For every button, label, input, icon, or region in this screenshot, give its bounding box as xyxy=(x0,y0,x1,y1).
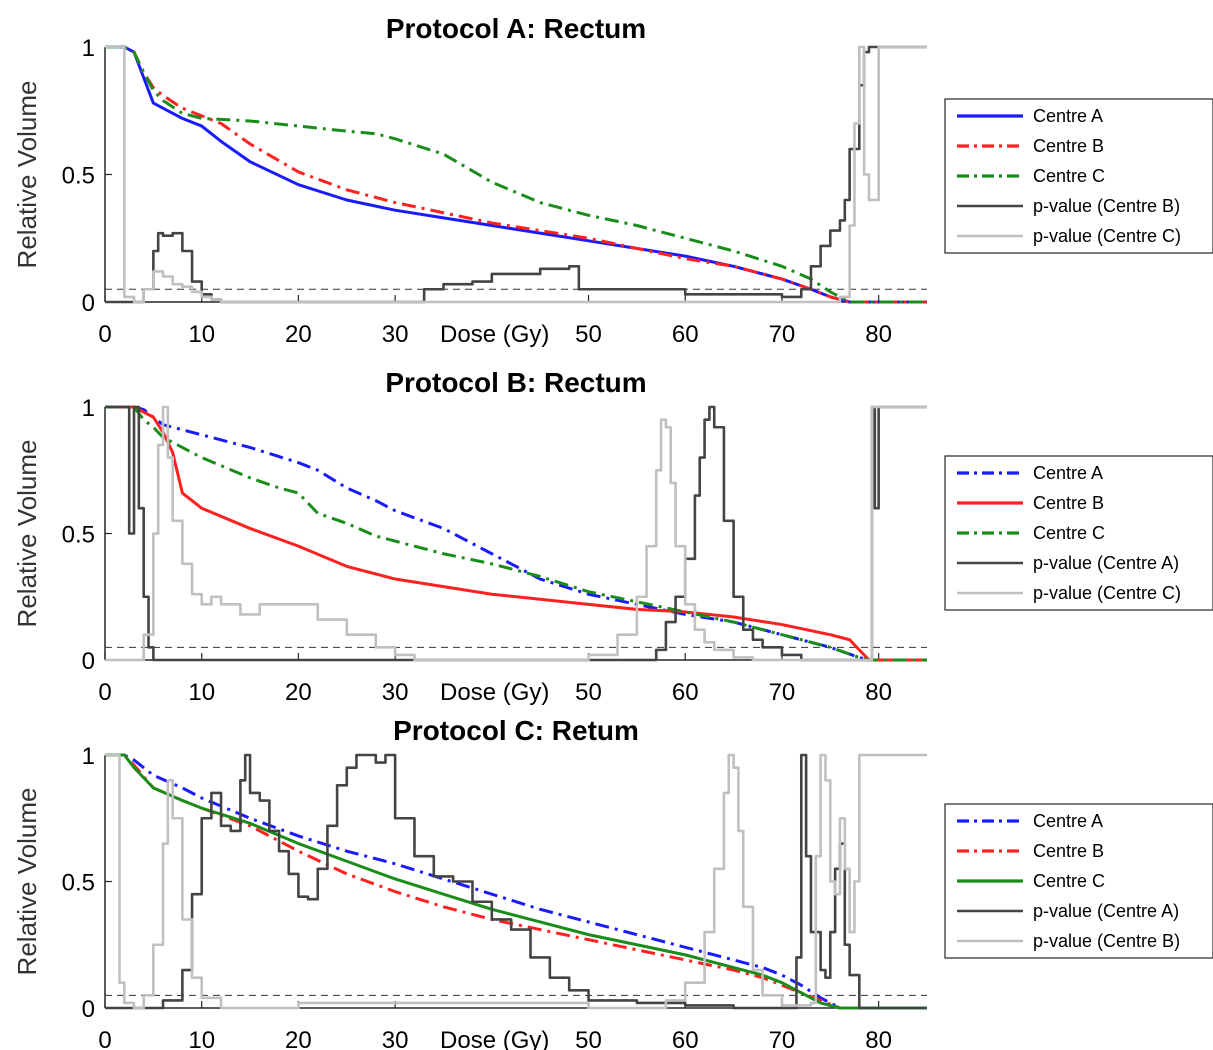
x-tick-label: 80 xyxy=(865,679,892,706)
y-tick-label: 1 xyxy=(82,395,95,422)
series-line-4 xyxy=(105,753,927,1010)
y-axis-label: Relative Volume xyxy=(12,440,42,628)
legend-label: p-value (Centre B) xyxy=(1033,931,1180,951)
x-tick-label: 30 xyxy=(382,679,409,706)
x-tick-label: 50 xyxy=(575,321,602,348)
x-tick-label: 70 xyxy=(769,321,796,348)
x-tick-label: 30 xyxy=(382,1027,409,1050)
x-tick-label: 70 xyxy=(769,679,796,706)
y-tick-label: 0.5 xyxy=(62,163,95,190)
series-line-3 xyxy=(105,753,927,1010)
series-line-2 xyxy=(105,405,927,662)
y-tick-label: 1 xyxy=(82,743,95,770)
x-axis-label: Dose (Gy) xyxy=(440,1027,549,1050)
x-tick-label: 20 xyxy=(285,679,312,706)
legend: Centre A Centre B Centre C p-value (Centre … xyxy=(944,98,1213,254)
legend: Centre A Centre B Centre C p-value (Centre … xyxy=(944,803,1213,959)
chart-title: Protocol A: Rectum xyxy=(386,13,646,44)
x-tick-label: 0 xyxy=(98,679,111,706)
x-tick-label: 0 xyxy=(98,1027,111,1050)
series-line-2 xyxy=(105,45,927,304)
y-tick-label: 0.5 xyxy=(62,522,95,549)
legend-label: p-value (Centre B) xyxy=(1033,196,1180,216)
x-tick-label: 10 xyxy=(188,321,215,348)
x-tick-label: 20 xyxy=(285,321,312,348)
series-line-1 xyxy=(105,405,927,662)
y-axis-label: Relative Volume xyxy=(12,81,42,269)
x-axis-label: Dose (Gy) xyxy=(440,321,549,348)
y-tick-label: 1 xyxy=(82,35,95,62)
x-tick-label: 10 xyxy=(188,1027,215,1050)
y-tick-label: 0.5 xyxy=(62,870,95,897)
series-line-3 xyxy=(105,45,927,304)
series-line-5 xyxy=(105,405,927,662)
x-tick-label: 60 xyxy=(672,1027,699,1050)
series-line-4 xyxy=(105,405,927,662)
x-tick-label: 0 xyxy=(98,321,111,348)
series-line-2 xyxy=(105,753,927,1010)
x-tick-label: 70 xyxy=(769,1027,796,1050)
legend-label: Centre B xyxy=(1033,493,1104,513)
series-line-3 xyxy=(105,405,927,662)
legend-label: p-value (Centre C) xyxy=(1033,226,1181,246)
x-tick-label: 80 xyxy=(865,321,892,348)
x-tick-label: 10 xyxy=(188,679,215,706)
chart-title: Protocol B: Rectum xyxy=(385,367,646,398)
x-tick-label: 30 xyxy=(382,321,409,348)
x-tick-label: 80 xyxy=(865,1027,892,1050)
legend-label: p-value (Centre C) xyxy=(1033,583,1181,603)
legend-label: Centre C xyxy=(1033,166,1105,186)
x-tick-label: 20 xyxy=(285,1027,312,1050)
legend-label: Centre A xyxy=(1033,811,1103,831)
y-axis-label: Relative Volume xyxy=(12,788,42,976)
x-tick-label: 50 xyxy=(575,1027,602,1050)
series-line-5 xyxy=(105,45,927,304)
legend-label: Centre A xyxy=(1033,463,1103,483)
legend: Centre A Centre B Centre C p-value (Centre … xyxy=(944,455,1213,611)
legend-label: p-value (Centre A) xyxy=(1033,553,1179,573)
series-line-5 xyxy=(105,753,927,1010)
y-tick-label: 0 xyxy=(82,290,95,317)
legend-label: Centre C xyxy=(1033,523,1105,543)
legend-label: Centre A xyxy=(1033,106,1103,126)
x-axis-label: Dose (Gy) xyxy=(440,679,549,706)
y-tick-label: 0 xyxy=(82,996,95,1023)
series-line-1 xyxy=(105,753,927,1010)
legend-label: Centre B xyxy=(1033,841,1104,861)
series-line-4 xyxy=(105,45,927,304)
x-tick-label: 60 xyxy=(672,321,699,348)
x-tick-label: 50 xyxy=(575,679,602,706)
legend-label: p-value (Centre A) xyxy=(1033,901,1179,921)
series-line-1 xyxy=(105,45,927,304)
x-tick-label: 60 xyxy=(672,679,699,706)
legend-label: Centre B xyxy=(1033,136,1104,156)
legend-label: Centre C xyxy=(1033,871,1105,891)
y-tick-label: 0 xyxy=(82,648,95,675)
chart-title: Protocol C: Retum xyxy=(393,715,639,746)
